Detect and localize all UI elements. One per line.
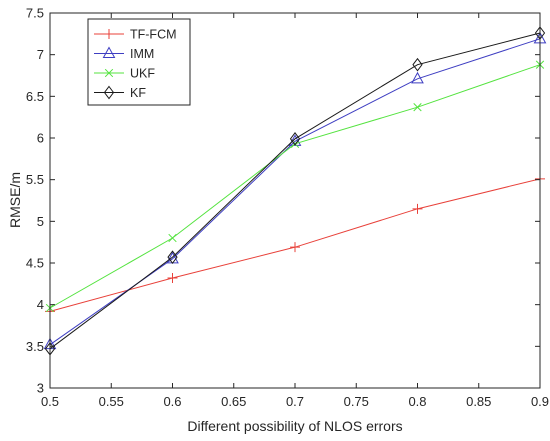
y-tick-label: 7.5 [26,6,44,21]
x-tick-label: 0.65 [221,394,246,409]
x-tick-label: 0.9 [531,394,549,409]
x-tick-label: 0.8 [408,394,426,409]
y-tick-label: 5.5 [26,172,44,187]
x-axis-label: Different possibility of NLOS errors [187,418,402,434]
y-tick-label: 4 [37,297,44,312]
x-tick-label: 0.55 [99,394,124,409]
legend-label-kf: KF [130,86,146,100]
x-tick-label: 0.6 [163,394,181,409]
x-tick-label: 0.5 [41,394,59,409]
x-tick-label: 0.7 [286,394,304,409]
y-axis-label: RMSE/m [7,172,23,228]
legend-label-ukf: UKF [130,67,155,81]
data-point-tf-fcm [167,273,178,283]
legend-label-tf-fcm: TF-FCM [130,28,177,42]
data-point-tf-fcm [412,203,423,214]
legend-marker-imm [102,46,116,58]
data-point-ukf [168,233,177,243]
data-point-kf [289,131,301,146]
data-point-imm [411,71,424,84]
series-line-kf [49,32,541,350]
legend: TF-FCM IMM UKF KF [87,18,191,106]
legend-marker-kf [103,85,115,100]
y-tick-label: 4.5 [26,256,44,271]
y-tick-label: 3 [37,381,44,396]
legend-box [87,18,191,106]
y-tick-label: 7 [37,47,44,62]
legend-marker-tf-fcm [104,29,114,39]
legend-label-imm: IMM [130,47,154,61]
data-point-tf-fcm [290,242,300,253]
x-tick-label: 0.75 [344,394,369,409]
y-tick-label: 6 [37,131,44,146]
legend-marker-ukf [104,68,114,78]
data-point-kf [412,57,423,72]
ticks-layer: 0.5 0.55 0.6 0.65 0.7 0.75 0.8 0.85 0.9 3 3.5 4 4.5 5… [26,6,549,410]
y-tick-label: 6.5 [26,89,44,104]
data-point-kf [167,250,178,264]
y-tick-label: 3.5 [26,339,44,354]
x-tick-label: 0.85 [466,394,491,409]
data-point-ukf [413,103,422,112]
y-tick-label: 5 [37,214,44,229]
